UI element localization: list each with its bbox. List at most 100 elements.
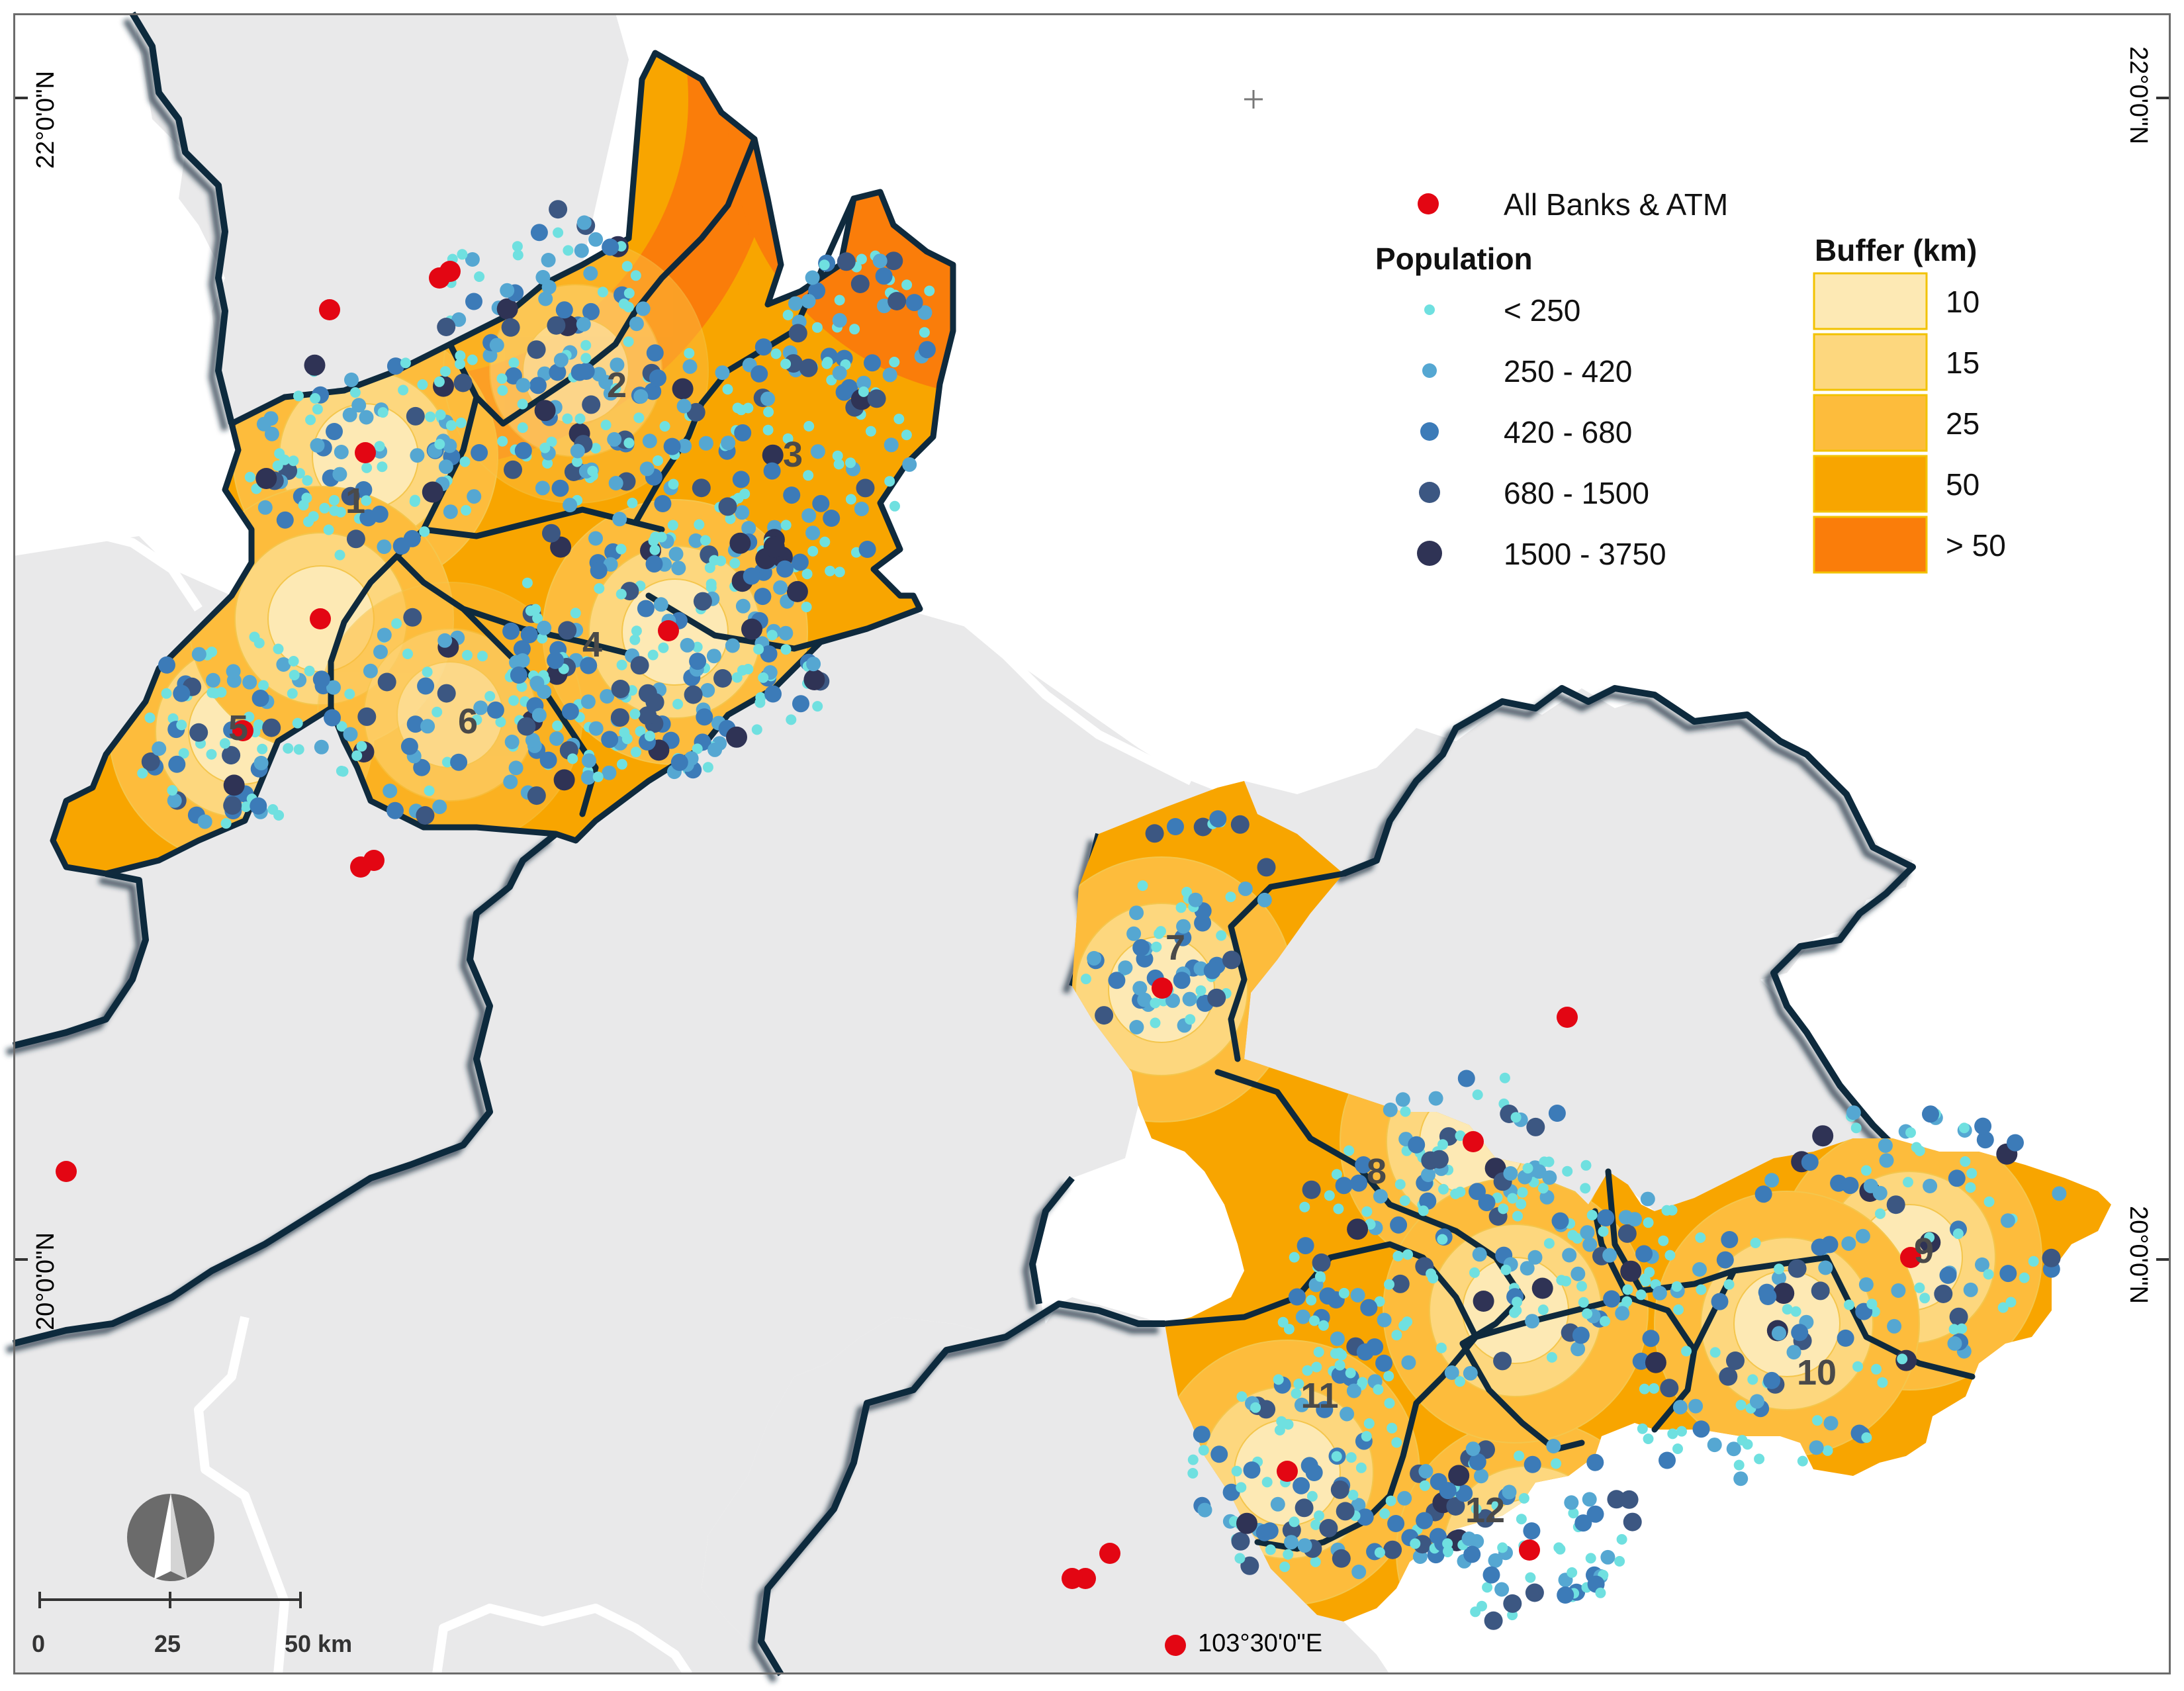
population-point	[326, 423, 343, 440]
population-point	[801, 508, 817, 523]
population-point	[884, 437, 899, 453]
population-point	[209, 688, 220, 699]
population-point	[713, 669, 732, 688]
bank-marker	[56, 1161, 77, 1182]
population-point	[882, 367, 897, 383]
population-point	[1377, 1312, 1392, 1328]
population-point	[256, 416, 271, 432]
population-point	[1818, 1260, 1833, 1275]
population-point	[646, 344, 664, 362]
population-point	[1801, 1154, 1819, 1171]
legend-population-classes: < 250 250 - 420 420 - 680 680 - 1500 1500 - …	[1417, 293, 1666, 571]
population-point	[707, 742, 723, 757]
population-point	[1243, 1461, 1261, 1479]
population-point	[1419, 1192, 1437, 1210]
population-point	[671, 561, 686, 576]
population-point	[334, 549, 345, 561]
population-point	[1797, 1455, 1808, 1467]
population-point	[351, 398, 367, 413]
population-point	[502, 622, 520, 640]
population-point	[1600, 1549, 1615, 1565]
legend-buffer-swatch	[1813, 394, 1928, 452]
population-point	[1374, 1547, 1385, 1558]
population-point	[692, 641, 703, 653]
population-point	[167, 793, 182, 808]
coordinate-ticks	[13, 97, 2171, 1261]
population-point	[1316, 1400, 1334, 1418]
population-point	[1855, 1228, 1870, 1244]
population-point	[383, 784, 398, 798]
population-point	[1707, 1438, 1722, 1453]
region-label-5: 5	[228, 708, 248, 748]
population-point	[576, 215, 592, 230]
legend-buffer-title: Buffer (km)	[1815, 233, 1977, 267]
population-point	[763, 406, 774, 418]
population-point	[1518, 1492, 1529, 1504]
population-point	[1187, 1468, 1199, 1479]
population-point	[668, 479, 679, 490]
population-point	[834, 567, 845, 578]
population-point	[721, 435, 736, 451]
population-point	[1632, 1352, 1650, 1370]
population-point	[1570, 1266, 1586, 1281]
population-point	[834, 295, 845, 306]
population-point	[392, 537, 410, 555]
population-point	[273, 643, 284, 655]
population-point	[570, 608, 581, 619]
population-point	[538, 291, 553, 306]
population-point	[1822, 1445, 1833, 1456]
population-point	[780, 358, 792, 369]
population-point	[425, 411, 436, 422]
population-point	[837, 252, 856, 271]
population-point	[1474, 1469, 1488, 1484]
population-point	[334, 445, 349, 459]
population-point	[786, 714, 797, 725]
population-point	[616, 758, 627, 770]
population-point	[766, 629, 778, 641]
population-point	[1165, 993, 1180, 1008]
population-point	[653, 455, 663, 466]
population-point	[858, 386, 869, 397]
population-point	[398, 385, 409, 396]
population-point	[780, 644, 792, 655]
population-point	[1129, 1020, 1144, 1034]
population-point	[1231, 1465, 1242, 1477]
population-point	[864, 354, 881, 372]
population-point	[1273, 1374, 1284, 1385]
population-point	[1195, 985, 1206, 996]
population-point	[854, 502, 869, 516]
population-point	[1782, 1304, 1793, 1315]
population-point	[623, 336, 634, 347]
population-point	[850, 275, 870, 293]
population-point	[572, 456, 582, 467]
population-point	[1402, 1249, 1414, 1260]
population-point	[1887, 1318, 1902, 1334]
population-point	[782, 433, 794, 444]
population-point	[1293, 1379, 1304, 1389]
population-point	[698, 435, 713, 451]
population-point	[1621, 1296, 1633, 1307]
population-point	[1210, 1445, 1228, 1463]
population-point	[806, 657, 821, 672]
population-point	[1444, 1365, 1459, 1380]
population-point	[2005, 1297, 2017, 1308]
population-point	[517, 717, 536, 736]
population-point	[417, 677, 435, 695]
population-point	[590, 562, 608, 580]
population-point	[1193, 1426, 1210, 1443]
bank-marker	[1557, 1007, 1578, 1028]
population-point	[1399, 1195, 1410, 1207]
population-point	[1555, 1543, 1566, 1555]
population-point	[1448, 1465, 1470, 1486]
population-point	[1335, 1177, 1353, 1195]
population-point	[1511, 1305, 1522, 1316]
lat-label-top-right: 22°0'0"N	[2124, 46, 2152, 144]
population-point	[1234, 1553, 1246, 1564]
population-point	[1764, 1173, 1780, 1188]
population-point	[1582, 1237, 1598, 1252]
population-point	[801, 602, 812, 613]
population-point	[435, 409, 446, 420]
population-point	[1525, 1314, 1540, 1329]
population-point	[1355, 1462, 1367, 1473]
population-point	[1659, 1451, 1676, 1469]
